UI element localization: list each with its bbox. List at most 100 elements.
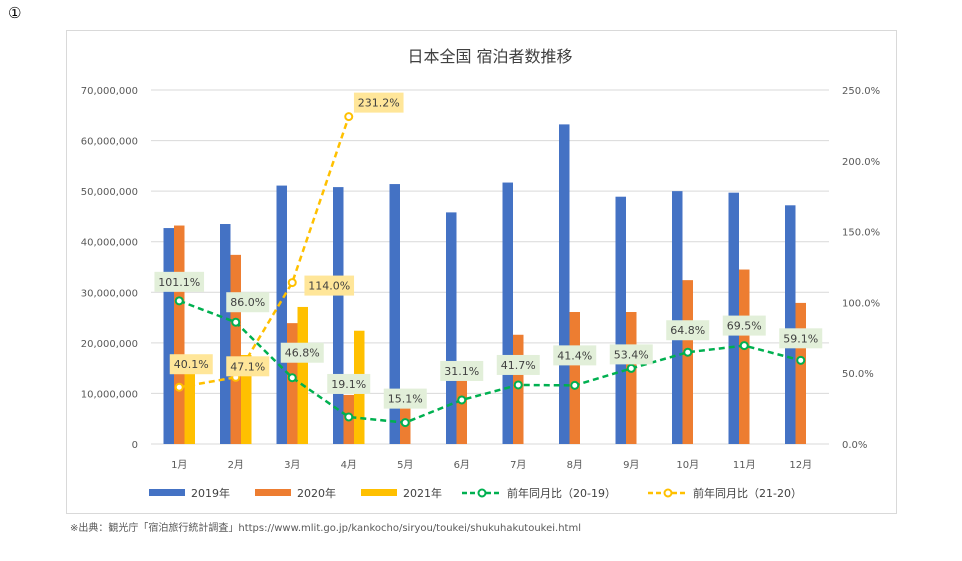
x-tick-label: 4月	[341, 459, 357, 471]
y-left-tick-label: 50,000,000	[81, 187, 138, 198]
x-tick-label: 1月	[171, 459, 187, 471]
bar-2019年	[220, 224, 231, 444]
data-label: 46.8%	[285, 347, 320, 360]
bar-2021年	[184, 356, 195, 444]
bar-2020年	[230, 254, 241, 444]
legend-label: 2020年	[297, 486, 336, 500]
data-label: 15.1%	[388, 393, 423, 406]
y-left-tick-label: 20,000,000	[81, 339, 138, 350]
bar-2019年	[389, 184, 400, 444]
bar-2019年	[502, 182, 513, 444]
line-point	[174, 296, 184, 306]
data-label: 101.1%	[158, 276, 200, 289]
bar-2019年	[163, 228, 174, 444]
line-point	[457, 395, 467, 405]
data-label-box	[154, 271, 205, 292]
data-label-box	[666, 320, 710, 341]
line-point	[287, 278, 297, 288]
legend-swatch	[361, 489, 397, 496]
bar-2020年	[682, 280, 693, 444]
data-label-box	[779, 328, 823, 349]
line-point	[287, 373, 297, 383]
data-label: 47.1%	[230, 360, 265, 373]
y-left-tick-label: 30,000,000	[81, 288, 138, 299]
line-point	[626, 363, 636, 373]
bar-2020年	[174, 225, 185, 444]
chart-title: 日本全国 宿泊者数推移	[407, 47, 572, 66]
data-label-box	[722, 315, 766, 336]
y-right-tick-label: 250.0%	[842, 86, 880, 97]
data-label-box	[327, 373, 371, 394]
y-left-tick-label: 40,000,000	[81, 238, 138, 249]
data-label-box	[353, 92, 404, 113]
x-tick-label: 6月	[454, 459, 470, 471]
data-label-box	[553, 345, 597, 366]
y-right-tick-label: 200.0%	[842, 157, 880, 168]
legend-swatch	[255, 489, 291, 496]
line-point	[513, 380, 523, 390]
legend-swatch	[149, 489, 185, 496]
y-right-tick-label: 50.0%	[842, 369, 874, 380]
data-label: 41.4%	[557, 349, 592, 362]
data-label: 53.4%	[614, 348, 649, 361]
y-left-tick-label: 0	[132, 440, 138, 451]
line-point	[400, 418, 410, 428]
data-label: 86.0%	[230, 296, 265, 309]
data-label-box	[226, 356, 270, 377]
line-前年同月比（20-19）	[178, 299, 802, 424]
chart-frame	[66, 30, 897, 514]
data-label-box	[280, 342, 324, 363]
x-tick-label: 3月	[284, 459, 300, 471]
line-point	[344, 412, 354, 422]
bar-2019年	[672, 191, 683, 444]
line-point	[570, 380, 580, 390]
bar-2020年	[626, 312, 637, 444]
bar-2020年	[569, 312, 580, 444]
x-tick-label: 11月	[733, 459, 756, 471]
source-note: ※出典：観光庁「宿泊旅行統計調査」https://www.mlit.go.jp/…	[70, 523, 581, 534]
data-label: 40.1%	[174, 358, 209, 371]
data-label-box	[496, 354, 540, 375]
legend-marker	[477, 488, 487, 498]
data-label-box	[440, 360, 484, 381]
data-label: 41.7%	[501, 359, 536, 372]
y-right-tick-label: 100.0%	[842, 298, 880, 309]
bar-2021年	[297, 306, 308, 444]
line-point	[796, 355, 806, 365]
x-tick-label: 8月	[567, 459, 583, 471]
bar-2019年	[276, 185, 287, 444]
x-tick-label: 7月	[510, 459, 526, 471]
bar-2019年	[333, 187, 344, 444]
x-tick-label: 12月	[789, 459, 812, 471]
legend-marker	[663, 488, 673, 498]
bar-2020年	[739, 269, 750, 444]
y-left-tick-label: 60,000,000	[81, 137, 138, 148]
legend-label: 2019年	[191, 486, 230, 500]
legend-label: 前年同月比（20-19）	[507, 486, 616, 500]
x-tick-label: 10月	[676, 459, 699, 471]
bar-2021年	[241, 354, 252, 444]
bar-2019年	[785, 205, 796, 444]
data-label: 31.1%	[444, 365, 479, 378]
y-right-tick-label: 0.0%	[842, 440, 867, 451]
line-point	[683, 347, 693, 357]
legend-label: 2021年	[403, 486, 442, 500]
data-label-box	[169, 354, 213, 375]
bar-2019年	[446, 212, 457, 444]
x-tick-label: 5月	[397, 459, 413, 471]
figure-marker: ①	[8, 4, 22, 22]
line-前年同月比（21-20）	[179, 116, 350, 389]
bar-2020年	[456, 371, 467, 444]
line-point	[739, 341, 749, 351]
data-label: 231.2%	[358, 97, 400, 110]
data-label-box	[226, 292, 270, 313]
x-tick-label: 2月	[228, 459, 244, 471]
y-right-tick-label: 150.0%	[842, 228, 880, 239]
data-label-box	[609, 344, 653, 365]
y-left-tick-label: 70,000,000	[81, 86, 138, 97]
data-label: 19.1%	[331, 378, 366, 391]
data-label: 114.0%	[308, 280, 350, 293]
line-point	[344, 112, 354, 122]
bar-2020年	[287, 323, 298, 444]
